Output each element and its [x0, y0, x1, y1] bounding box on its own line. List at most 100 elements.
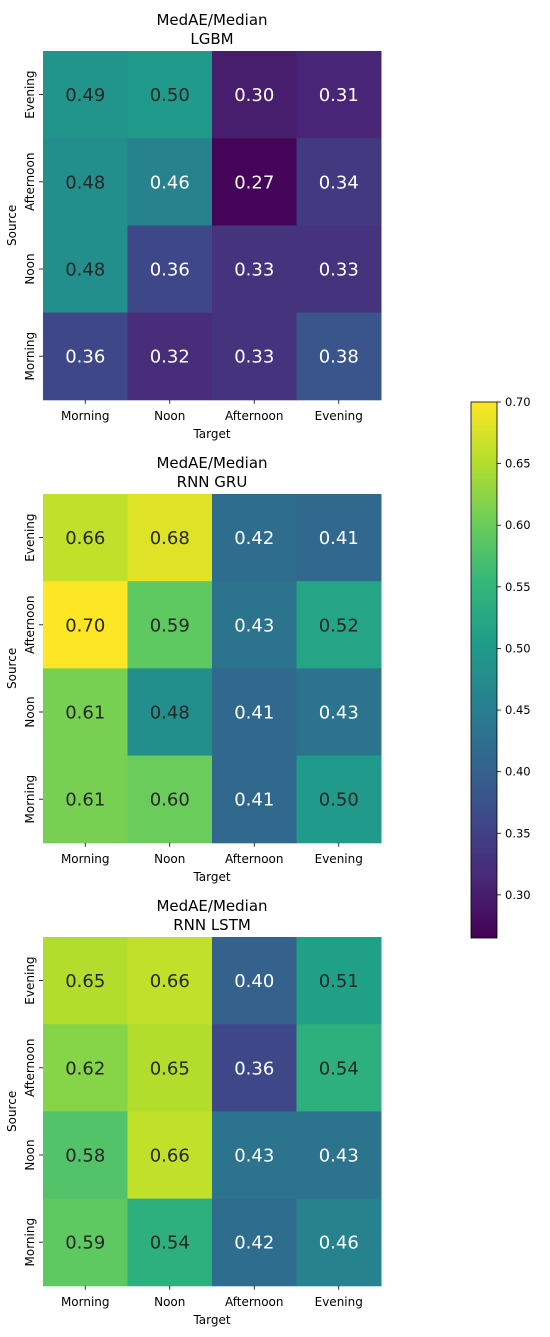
colorbar-tick-label: 0.40 — [505, 765, 531, 779]
x-tick-label: Noon — [154, 852, 185, 866]
cell-value-label: 0.59 — [150, 615, 190, 636]
heatmap-cell — [212, 937, 297, 1025]
heatmap-cell — [296, 668, 382, 757]
cell-value-label: 0.41 — [234, 790, 274, 811]
y-tick-label: Afternoon — [23, 596, 37, 655]
cell-value-label: 0.43 — [319, 703, 359, 724]
y-tick-label: Noon — [23, 1139, 37, 1170]
y-tick-label: Morning — [23, 1218, 37, 1267]
heatmap-cell — [212, 138, 297, 226]
heatmap-cell — [296, 581, 382, 669]
heatmap-cell — [212, 1024, 297, 1112]
y-axis-label: Source — [5, 648, 19, 689]
heatmap-cell — [127, 494, 213, 582]
x-tick-label: Evening — [315, 852, 363, 866]
heatmap-cell — [127, 51, 213, 139]
heatmap-cell — [212, 581, 297, 669]
cell-value-label: 0.54 — [150, 1233, 190, 1254]
cell-value-label: 0.42 — [234, 528, 274, 549]
colorbar-tick-label: 0.65 — [505, 457, 531, 471]
x-tick-label: Evening — [315, 409, 363, 423]
heatmap-cell — [43, 51, 128, 139]
heatmap-cell — [296, 937, 382, 1025]
colorbar-tick-label: 0.60 — [505, 518, 531, 532]
cell-value-label: 0.36 — [234, 1058, 274, 1079]
cell-value-label: 0.30 — [234, 85, 274, 106]
colorbar-tick-label: 0.35 — [505, 826, 531, 840]
cell-value-label: 0.60 — [150, 790, 190, 811]
heatmap-cell — [43, 937, 128, 1025]
heatmap-cell — [296, 494, 382, 582]
heatmap-cell — [212, 668, 297, 757]
heatmap-cell — [127, 138, 213, 226]
heatmap-cell — [43, 1111, 128, 1200]
x-axis-label: Target — [192, 427, 230, 441]
heatmap-cell — [43, 755, 128, 844]
chart-title-line2: RNN LSTM — [173, 916, 251, 934]
cell-value-label: 0.48 — [65, 172, 105, 193]
colorbar: 0.30 0.35 0.40 0.45 0.50 0.55 0.60 0.65 0.70 — [470, 395, 531, 939]
heatmap-cell — [212, 494, 297, 582]
y-axis-label: Source — [5, 205, 19, 246]
cell-value-label: 0.61 — [65, 703, 105, 724]
chart-title-line1: MedAE/Median — [156, 11, 267, 29]
cell-value-label: 0.66 — [150, 1146, 190, 1167]
x-tick-label: Afternoon — [225, 409, 284, 423]
colorbar-tick-label: 0.55 — [505, 580, 531, 594]
heatmap-cell — [127, 1024, 213, 1112]
heatmap-cell — [212, 1198, 297, 1287]
heatmap-cell — [296, 138, 382, 226]
cell-value-label: 0.50 — [319, 790, 359, 811]
heatmap-cell — [127, 581, 213, 669]
y-tick-label: Afternoon — [23, 1039, 37, 1098]
cell-value-label: 0.68 — [150, 528, 190, 549]
cell-value-label: 0.34 — [319, 172, 359, 193]
cell-value-label: 0.46 — [150, 172, 190, 193]
cell-value-label: 0.48 — [65, 260, 105, 281]
cell-value-label: 0.31 — [319, 85, 359, 106]
chart-title-line2: LGBM — [190, 30, 233, 48]
colorbar-gradient — [470, 401, 498, 939]
heatmap-cell — [296, 755, 382, 844]
x-tick-label: Noon — [154, 409, 185, 423]
chart-title-line1: MedAE/Median — [156, 897, 267, 915]
cell-value-label: 0.46 — [319, 1233, 359, 1254]
x-tick-label: Morning — [61, 852, 110, 866]
cell-value-label: 0.42 — [234, 1233, 274, 1254]
cell-value-label: 0.66 — [150, 971, 190, 992]
x-tick-label: Afternoon — [225, 1295, 284, 1309]
heatmap-cell — [296, 1024, 382, 1112]
y-tick-label: Noon — [23, 696, 37, 727]
heatmap-cell — [212, 1111, 297, 1200]
cell-value-label: 0.65 — [150, 1058, 190, 1079]
x-axis-label: Target — [192, 870, 230, 884]
heatmap-cell — [127, 1198, 213, 1287]
heatmap-cell — [43, 581, 128, 669]
heatmap-cell — [43, 668, 128, 757]
cell-value-label: 0.33 — [319, 260, 359, 281]
cell-value-label: 0.54 — [319, 1058, 359, 1079]
heatmap-cell — [43, 312, 128, 401]
cell-value-label: 0.66 — [65, 528, 105, 549]
cell-value-label: 0.43 — [234, 615, 274, 636]
y-tick-label: Evening — [23, 956, 37, 1004]
heatmap-cell — [127, 755, 213, 844]
heatmap-cell — [127, 225, 213, 314]
heatmap-cell — [296, 225, 382, 314]
x-tick-label: Morning — [61, 1295, 110, 1309]
colorbar-tick-label: 0.30 — [505, 888, 531, 902]
heatmap-cell — [127, 1111, 213, 1200]
cell-value-label: 0.49 — [65, 85, 105, 106]
heatmap-cell — [296, 1111, 382, 1200]
heatmap-cell — [296, 312, 382, 401]
heatmap-cell — [43, 138, 128, 226]
cell-value-label: 0.43 — [234, 1146, 274, 1167]
cell-value-label: 0.41 — [319, 528, 359, 549]
heatmap-cell — [212, 755, 297, 844]
y-tick-label: Afternoon — [23, 153, 37, 212]
heatmap-cell — [212, 51, 297, 139]
